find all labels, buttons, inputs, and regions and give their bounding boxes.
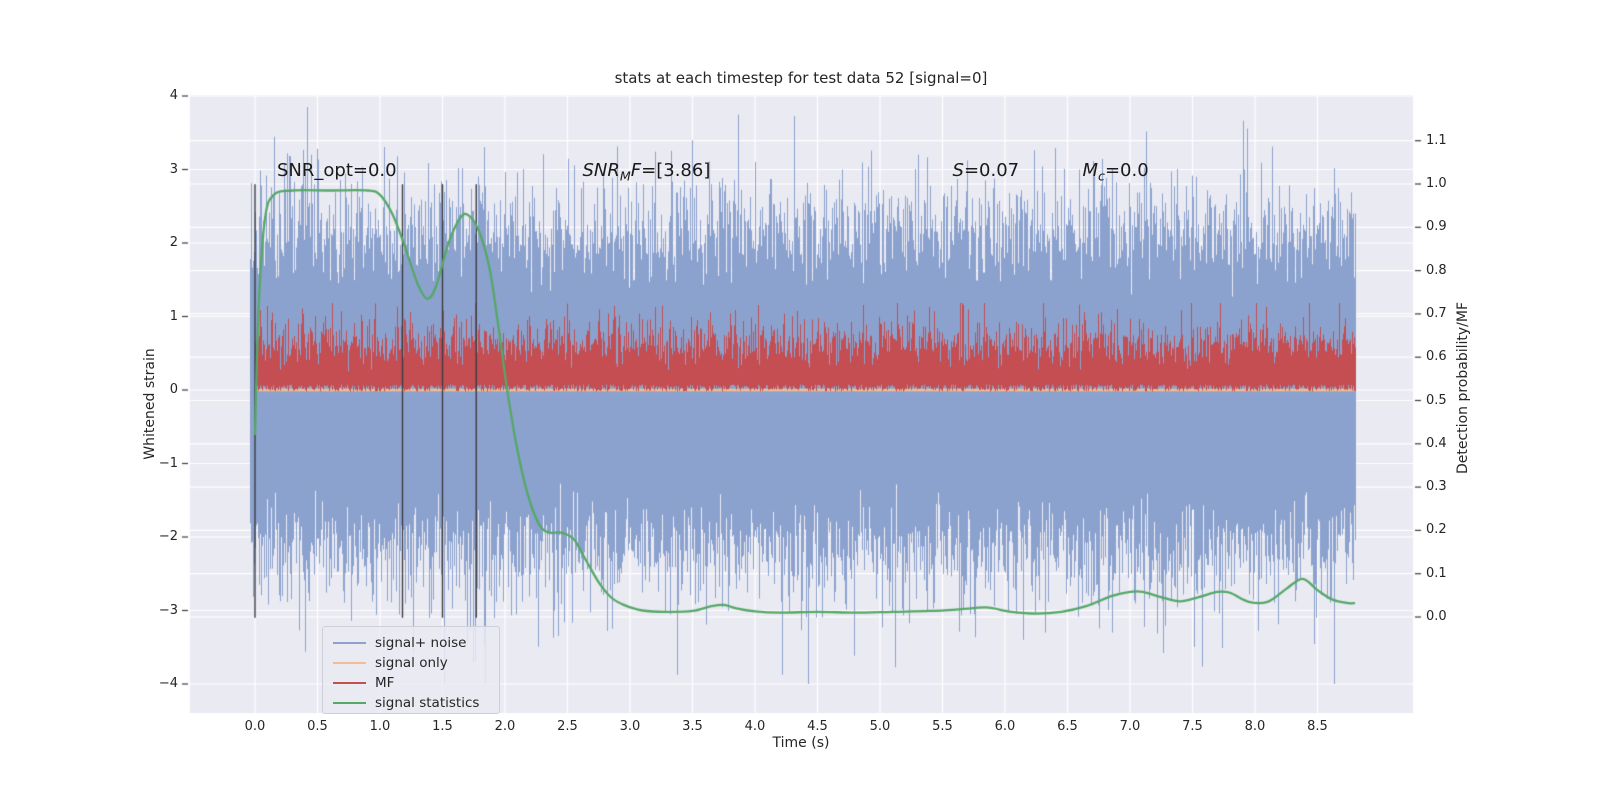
x-tick-label: 8.5 <box>1307 719 1328 734</box>
y-left-tick-label: −4 <box>158 676 178 691</box>
legend-swatch-signal-noise <box>333 641 366 645</box>
y-left-tick-label: −2 <box>158 529 178 544</box>
x-tick-label: 3.5 <box>682 719 703 734</box>
legend-label-mf: MF <box>375 675 395 691</box>
y-right-tick-label: 0.8 <box>1426 262 1447 278</box>
y-right-tick-label: 0.3 <box>1426 479 1447 495</box>
annotation-snr-opt-text: SNR_opt=0.0 <box>277 160 397 181</box>
annotation-snr-mf-sub: M <box>619 168 631 184</box>
annotation-snr-mf-tail: =[3.86] <box>641 160 711 181</box>
legend: signal+ noise signal only MF signal stat… <box>322 626 500 714</box>
y-right-tick-label: 0.2 <box>1426 522 1447 538</box>
y-right-tick-label: 0.0 <box>1426 609 1447 624</box>
y-left-tick-label: 3 <box>169 161 178 177</box>
legend-item-signal-statistics: signal statistics <box>333 693 491 713</box>
y-right-tick-label: 0.7 <box>1426 305 1447 321</box>
y-left-tick-label: 2 <box>169 235 178 250</box>
legend-swatch-signal-only <box>333 661 366 665</box>
x-tick-label: 7.5 <box>1182 719 1203 734</box>
annotation-mc-tail: =0.0 <box>1104 160 1149 181</box>
y-left-tick-label: 1 <box>169 308 178 324</box>
annotation-s: S=0.07 <box>953 160 1020 181</box>
annotation-snr-mf-pre: SNR <box>582 160 620 181</box>
legend-item-signal-only: signal only <box>333 653 491 673</box>
x-tick-label: 7.0 <box>1119 719 1141 734</box>
y-right-tick-label: 1.1 <box>1426 132 1447 148</box>
y-left-tick-label: 0 <box>169 382 178 397</box>
x-tick-label: 1.5 <box>432 719 453 734</box>
y-right-tick-label: 0.4 <box>1426 435 1447 451</box>
y-right-tick-label: 0.5 <box>1426 392 1447 408</box>
y-right-tick-label: 0.9 <box>1426 219 1447 235</box>
legend-item-signal-noise: signal+ noise <box>333 633 491 653</box>
y-axis-label-left: Whitened strain <box>142 348 158 460</box>
x-axis-label: Time (s) <box>772 735 830 751</box>
x-tick-label: 1.0 <box>369 719 391 734</box>
x-tick-label: 2.0 <box>494 719 516 734</box>
x-tick-label: 0.0 <box>244 719 266 734</box>
y-left-tick-label: −1 <box>158 455 178 471</box>
legend-label-signal-statistics: signal statistics <box>375 695 480 711</box>
annotation-snr-mf: SNRMF=[3.86] <box>583 160 711 184</box>
legend-item-mf: MF <box>333 673 491 693</box>
legend-label-signal-only: signal only <box>375 655 448 671</box>
x-tick-label: 8.0 <box>1244 719 1266 734</box>
x-tick-label: 0.5 <box>307 719 328 734</box>
annotation-mc-sub: c <box>1098 168 1105 184</box>
legend-label-signal-noise: signal+ noise <box>375 635 467 651</box>
legend-swatch-mf <box>333 681 366 685</box>
x-tick-label: 4.5 <box>807 719 828 734</box>
annotation-mc: Mc=0.0 <box>1083 160 1149 184</box>
annotation-snr-opt: SNR_opt=0.0 <box>277 160 397 181</box>
y-right-tick-label: 0.1 <box>1426 565 1447 581</box>
y-left-tick-label: −3 <box>158 602 178 618</box>
x-tick-label: 3.0 <box>619 719 641 734</box>
x-tick-label: 2.5 <box>557 719 578 734</box>
y-right-tick-label: 1.0 <box>1426 176 1447 191</box>
x-tick-label: 6.5 <box>1057 719 1078 734</box>
annotation-snr-mf-post: F <box>630 160 642 181</box>
annotation-mc-pre: M <box>1082 160 1099 181</box>
x-tick-label: 5.0 <box>869 719 891 734</box>
x-tick-label: 6.0 <box>994 719 1016 734</box>
legend-swatch-signal-statistics <box>333 701 366 705</box>
y-right-tick-label: 0.6 <box>1426 349 1447 365</box>
x-tick-label: 4.0 <box>744 719 766 734</box>
x-tick-label: 5.5 <box>932 719 953 734</box>
annotation-s-tail: =0.07 <box>963 160 1020 181</box>
y-left-tick-label: 4 <box>169 88 178 103</box>
annotation-s-pre: S <box>952 160 964 181</box>
chart-title: stats at each timestep for test data 52 … <box>614 69 988 87</box>
